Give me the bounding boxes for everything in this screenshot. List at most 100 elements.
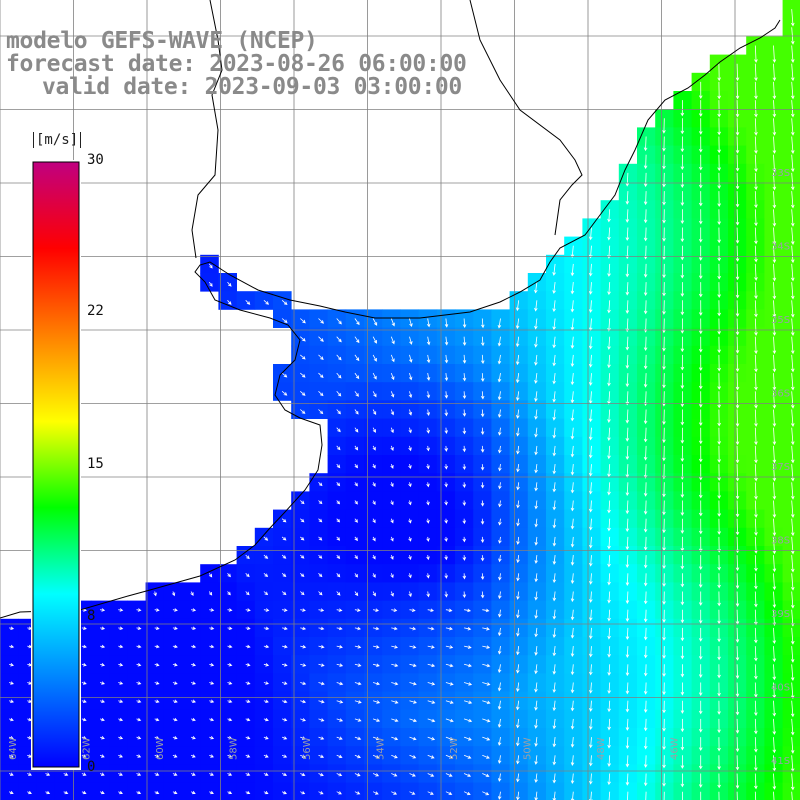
wind-arrow [552, 391, 556, 403]
wind-arrow [336, 626, 343, 631]
wind-arrow [209, 772, 214, 776]
wind-arrow [698, 427, 703, 445]
wind-cell [782, 709, 800, 729]
wind-cell [782, 327, 800, 347]
wind-arrow [717, 300, 721, 317]
wind-arrow [735, 591, 740, 607]
wind-arrow [409, 754, 417, 759]
wind-arrow [534, 700, 538, 711]
wind-arrow [643, 227, 648, 242]
wind-arrow [390, 372, 395, 381]
wind-cell [782, 728, 800, 747]
wind-arrow [534, 445, 538, 456]
wind-arrow [643, 154, 648, 170]
wind-arrow [735, 500, 740, 518]
wind-cell [782, 364, 800, 383]
wind-arrow [607, 282, 611, 296]
wind-arrow [463, 700, 473, 704]
wind-arrow [790, 63, 795, 82]
wind-arrow [462, 482, 467, 489]
wind-arrow [464, 608, 472, 613]
wind-arrow [118, 644, 124, 649]
wind-cell [582, 782, 601, 800]
wind-arrow [790, 45, 795, 63]
wind-cell [273, 782, 292, 800]
wind-arrow [754, 482, 758, 500]
wind-arrow [625, 209, 630, 223]
wind-arrow [427, 773, 435, 777]
wind-arrow [516, 427, 520, 437]
wind-arrow [735, 209, 740, 226]
wind-arrow [754, 627, 758, 644]
wind-arrow [99, 681, 106, 685]
wind-arrow [154, 754, 160, 758]
wind-arrow [516, 773, 520, 783]
wind-arrow [354, 354, 360, 362]
wind-arrow [698, 664, 703, 678]
wind-arrow [717, 500, 721, 517]
wind-arrow [497, 646, 502, 655]
wind-arrow [190, 699, 196, 703]
wind-arrow [263, 626, 270, 631]
wind-cell [782, 182, 800, 201]
wind-arrow [318, 736, 325, 740]
wind-arrow [336, 736, 343, 740]
wind-arrow [81, 644, 87, 649]
wind-arrow [463, 791, 471, 796]
wind-arrow [643, 773, 648, 787]
wind-arrow [100, 644, 106, 649]
wind-arrow [607, 464, 611, 478]
wind-cell [782, 564, 800, 583]
wind-arrow [754, 336, 758, 355]
grid-labels: 64W 62W 60W 58W 56W 54W 52W 50W 48W 46W 33S 34S 35S 3… [8, 168, 790, 767]
wind-cell [782, 637, 800, 656]
wind-arrow [354, 500, 358, 505]
lat-label: 34S [771, 242, 790, 253]
wind-arrow [372, 773, 380, 777]
wind-arrow [318, 518, 323, 523]
wind-arrow [589, 627, 593, 640]
colorbar-gradient [32, 161, 80, 768]
wind-arrow [754, 664, 758, 680]
wind-arrow [680, 536, 685, 552]
wind-arrow [8, 754, 14, 758]
wind-arrow [717, 627, 721, 643]
lon-label: 56W [302, 737, 313, 760]
wind-arrow [625, 336, 630, 351]
wind-cell [782, 273, 800, 292]
wind-arrow [372, 573, 376, 578]
wind-arrow [372, 354, 377, 362]
wind-arrow [680, 282, 685, 297]
wind-arrow [497, 354, 502, 365]
lon-label: 46W [670, 737, 681, 760]
wind-arrow [9, 644, 15, 649]
wind-arrow [445, 736, 454, 741]
wind-arrow [515, 336, 520, 348]
wind-arrow [118, 772, 123, 776]
wind-arrow [245, 663, 251, 667]
wind-arrow [516, 518, 520, 527]
wind-arrow [372, 463, 376, 469]
wind-arrow [698, 318, 703, 335]
wind-arrow [735, 336, 740, 354]
wind-arrow [281, 754, 288, 758]
wind-cell [782, 18, 800, 37]
valid-date: valid date: 2023-09-03 03:00:00 [42, 74, 462, 100]
wind-cell [782, 291, 800, 310]
wind-arrow [497, 391, 502, 401]
wind-arrow [318, 699, 325, 704]
wind-arrow [172, 790, 178, 795]
wind-arrow [790, 518, 795, 537]
wind-arrow [498, 555, 502, 563]
wind-arrow [790, 555, 795, 573]
wind-arrow [698, 409, 703, 427]
wind-arrow [643, 591, 648, 605]
wind-arrow [282, 663, 288, 667]
wind-arrow [372, 718, 381, 722]
wind-arrow [534, 391, 538, 402]
wind-arrow [790, 464, 795, 482]
wind-arrow [698, 209, 703, 225]
wind-arrow [534, 536, 538, 546]
wind-arrow [643, 482, 648, 497]
